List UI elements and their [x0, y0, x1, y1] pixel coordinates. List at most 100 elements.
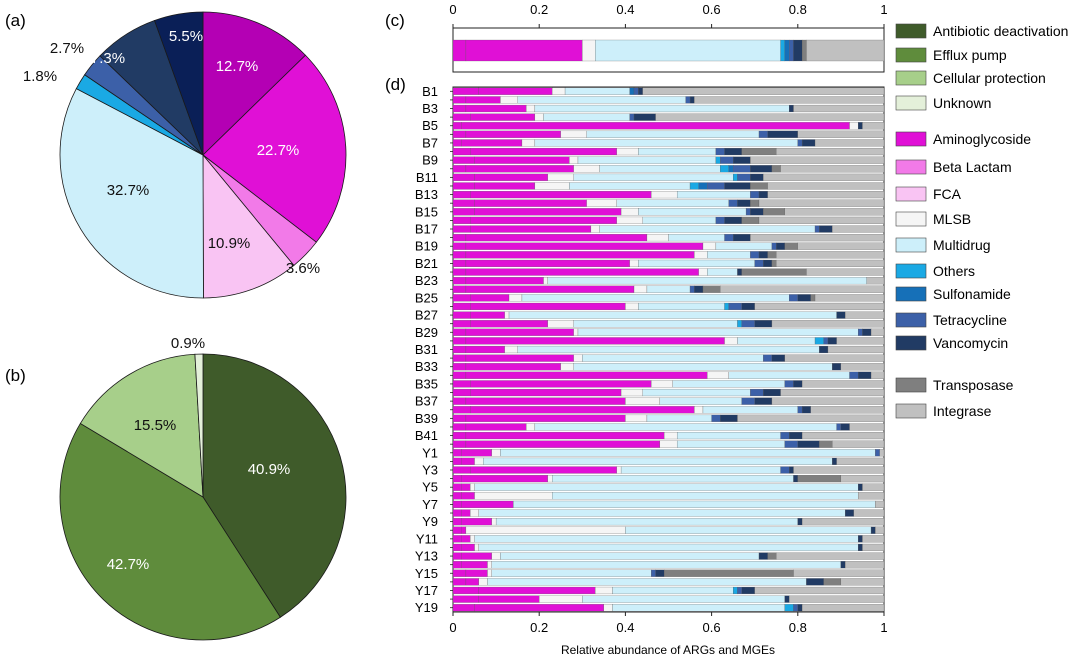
chart-d-row-28-segment-integrase-6 [870, 328, 885, 336]
chart-d-row-5-segment-multidrug-3 [586, 130, 760, 138]
chart-d-row-20-segment-aminoglycoside-1 [465, 259, 630, 268]
legend-swatch-unknown [895, 95, 927, 111]
chart-d-row-18-segment-aminoglycoside-1 [465, 242, 704, 250]
chart-d-row-1-segment-integrase-6 [694, 96, 885, 104]
chart-c-row-0-segment-mlsb-2 [582, 39, 596, 62]
chart-d-row-31-segment-aminoglycoside-0 [452, 354, 467, 362]
chart-d-row-27-segment-multidrug-3 [573, 320, 738, 328]
chart-d-row-59-segment-aminoglycoside-1 [478, 595, 540, 603]
chart-d-row-35-segment-aminoglycoside-0 [452, 388, 471, 397]
chart-d-row-19-segment-mlsb-2 [694, 251, 708, 259]
chart-d-row-36-segment-tetracycline-4 [741, 397, 755, 405]
chart-d-row-51-segment-vancomycin-4 [870, 526, 876, 534]
chart-d-row-17-segment-multidrug-3 [668, 234, 725, 242]
chart-d-row-60-segment-aminoglycoside-0 [452, 604, 475, 612]
chart-d-row-11-segment-mlsb-2 [534, 182, 570, 190]
chart-d-row-33-segment-tetracycline-4 [849, 371, 859, 379]
panel-label-d: (d) [385, 75, 406, 94]
chart-d-row-label-14: B15 [415, 204, 438, 219]
chart-d-row-label-0: B1 [422, 84, 438, 99]
chart-d-row-56-segment-multidrug-3 [491, 569, 652, 577]
chart-d-row-40-segment-aminoglycoside-0 [452, 431, 467, 440]
chart-d-row-44-segment-aminoglycoside-1 [470, 466, 617, 474]
chart-d-row-12-segment-integrase-6 [767, 191, 885, 199]
chart-d-row-24-segment-integrase-7 [814, 294, 885, 302]
chart-d-row-14-segment-transposase-6 [763, 208, 785, 216]
chart-d-row-5-segment-mlsb-2 [560, 130, 587, 138]
legend-label-sulfonamide: Sulfonamide [933, 286, 1011, 302]
chart-c-row-0-segment-aminoglycoside-1 [465, 39, 583, 62]
chart-d-row-49-segment-vancomycin-4 [845, 509, 854, 517]
chart-d-row-21-segment-integrase-6 [806, 268, 885, 276]
chart-d-row-33-segment-mlsb-2 [707, 371, 729, 379]
chart-d-row-44-segment-aminoglycoside-0 [452, 466, 471, 474]
chart-d-row-17-segment-aminoglycoside-1 [465, 234, 648, 242]
chart-d-row-3-segment-multidrug-3 [543, 113, 630, 121]
chart-d-row-21-segment-aminoglycoside-1 [465, 268, 699, 276]
chart-d-row-39-segment-multidrug-3 [534, 423, 837, 431]
chart-d-row-19-segment-aminoglycoside-0 [452, 251, 467, 259]
chart-d-row-32-segment-multidrug-3 [573, 363, 833, 371]
chart-d-row-45-segment-integrase-6 [840, 475, 885, 483]
chart-d-row-10-segment-tetracycline-5 [737, 173, 751, 181]
chart-d-row-29-segment-vancomycin-6 [827, 337, 837, 345]
chart-d-row-58-segment-multidrug-3 [612, 586, 734, 595]
chart-d-row-7-segment-aminoglycoside-0 [452, 147, 471, 156]
chart-d-row-12-segment-aminoglycoside-1 [470, 191, 652, 199]
chart-d-row-33-segment-integrase-6 [870, 371, 885, 379]
legend-label-transposase: Transposase [933, 377, 1014, 393]
chart-d-row-48-segment-integrase-3 [875, 500, 885, 508]
chart-d-row-32-segment-integrase-5 [840, 363, 885, 371]
chart-d-row-49-segment-aminoglycoside-1 [461, 509, 471, 517]
chart-d-row-15-segment-aminoglycoside-1 [470, 216, 617, 224]
chart-d-row-42-segment-integrase-5 [879, 449, 885, 457]
pie-a-slice-vancomycin-8 [153, 11, 204, 156]
chart-d-row-37-segment-integrase-6 [810, 406, 885, 414]
chart-d-row-34-segment-aminoglycoside-0 [452, 380, 471, 388]
chart-d-row-43-segment-mlsb-2 [474, 457, 484, 465]
chart-d-row-34-segment-integrase-6 [801, 380, 885, 388]
chart-d-row-6-segment-integrase-6 [814, 139, 885, 147]
chart-d-row-10-segment-aminoglycoside-0 [452, 173, 475, 181]
chart-d-row-0-segment-aminoglycoside-0 [452, 87, 479, 95]
chart-d-row-7-segment-mlsb-2 [616, 147, 639, 156]
chart-d-row-16-segment-tetracycline-4 [814, 225, 820, 233]
chart-d-row-26-segment-aminoglycoside-0 [452, 311, 471, 319]
chart-d-row-6-segment-tetracycline-4 [797, 139, 803, 147]
chart-d-row-6-segment-mlsb-2 [521, 139, 536, 147]
chart-d-row-29-segment-others-4 [814, 337, 824, 345]
chart-d-row-56-segment-vancomycin-5 [655, 569, 665, 577]
chart-d-row-54-segment-integrase-6 [776, 552, 885, 560]
chart-d-row-15-segment-integrase-7 [758, 216, 885, 224]
chart-d-row-43-segment-multidrug-3 [483, 457, 833, 465]
legend-label-fca: FCA [933, 186, 962, 202]
legend-label-cellular-protection: Cellular protection [933, 70, 1046, 86]
chart-d-row-24-segment-mlsb-2 [508, 294, 523, 302]
chart-d-row-19-segment-multidrug-3 [707, 251, 751, 259]
chart-d-xtick-label-2: 0.4 [616, 620, 634, 635]
chart-d-row-41-segment-vancomycin-5 [797, 440, 820, 448]
chart-d-row-5-segment-aminoglycoside-1 [465, 130, 561, 138]
chart-d-row-45-segment-vancomycin-4 [793, 475, 798, 483]
chart-d-row-36-segment-aminoglycoside-1 [465, 397, 626, 405]
chart-d-row-29-segment-multidrug-3 [737, 337, 816, 345]
chart-d-row-0-segment-tetracycline-5 [633, 87, 639, 95]
legend-label-mlsb: MLSB [933, 211, 971, 227]
chart-d-row-18-segment-aminoglycoside-0 [452, 242, 467, 250]
pie-chart-b: 40.9% 42.7% 15.5% 0.9% [59, 335, 347, 641]
chart-d-row-50-segment-aminoglycoside-0 [452, 518, 462, 526]
chart-d-row-42-segment-aminoglycoside-1 [461, 449, 492, 457]
chart-d-row-17-segment-aminoglycoside-0 [452, 234, 467, 242]
chart-d-row-28-segment-multidrug-3 [577, 328, 859, 336]
chart-d-row-24-segment-transposase-6 [810, 294, 816, 302]
chart-d-row-53-segment-vancomycin-4 [858, 543, 863, 552]
chart-d-row-14-segment-integrase-7 [784, 208, 885, 216]
chart-d-row-13-segment-integrase-7 [758, 199, 885, 207]
chart-d-row-32-segment-aminoglycoside-1 [465, 363, 561, 371]
chart-d-row-12-segment-multidrug-3 [676, 191, 751, 199]
chart-d-row-31-segment-aminoglycoside-1 [465, 354, 574, 362]
legend-label-integrase: Integrase [933, 403, 992, 419]
chart-d-row-22-segment-aminoglycoside-0 [452, 277, 467, 285]
chart-d-row-12-segment-tetracycline-4 [750, 191, 760, 199]
chart-d-row-46-segment-mlsb-2 [470, 483, 475, 491]
